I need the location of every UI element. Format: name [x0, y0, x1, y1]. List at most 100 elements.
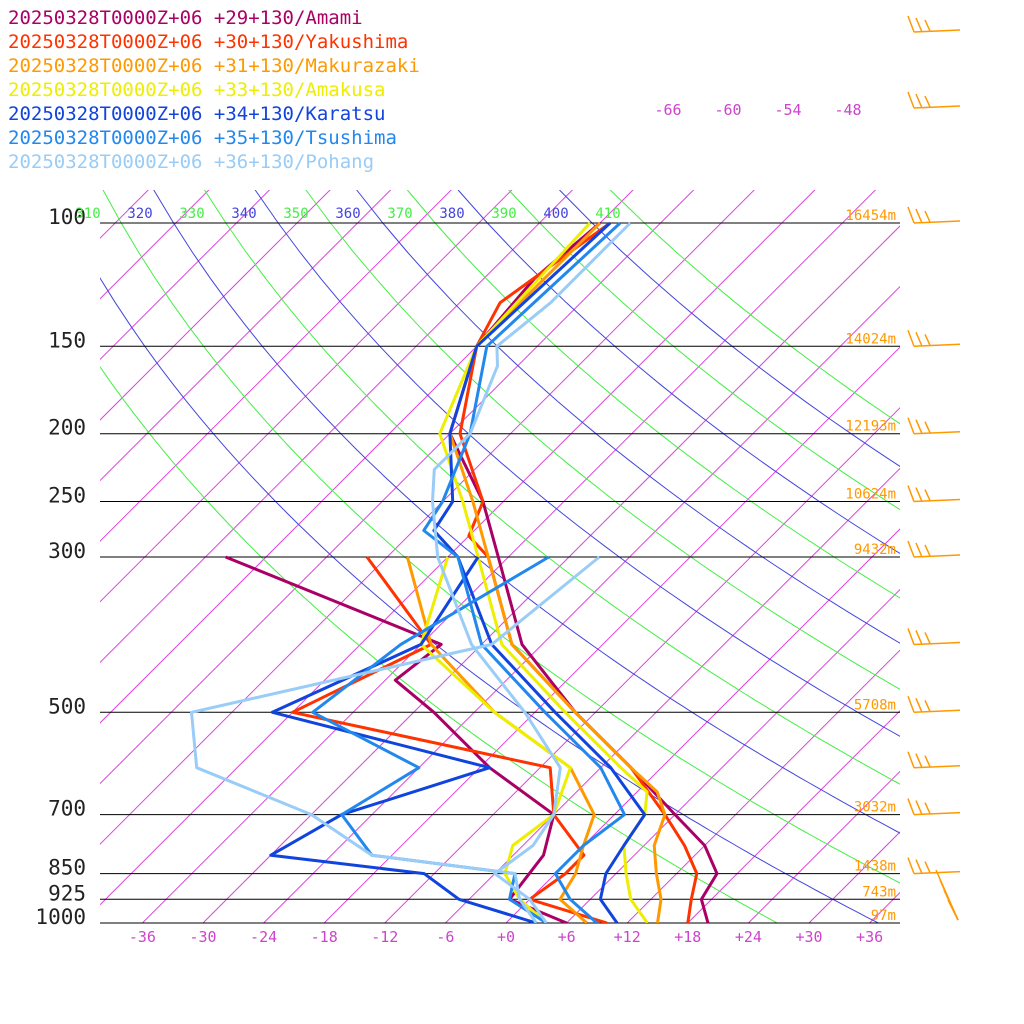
wind-barb-flag: [907, 628, 915, 645]
height-label: 743m: [862, 884, 896, 900]
height-label: 16454m: [845, 208, 896, 224]
wind-barb-flag: [924, 699, 931, 712]
wind-barb: [935, 869, 959, 921]
wind-barb-flag: [915, 17, 923, 33]
wind-barb-flag: [924, 802, 931, 814]
pressure-label: 300: [48, 539, 86, 563]
theta-label: 350: [283, 206, 308, 222]
wind-barb-flag: [915, 800, 923, 815]
dry-adiabat: [457, 190, 900, 555]
wind-barb-flag: [915, 208, 923, 224]
temperature-tick-label: -12: [371, 928, 398, 946]
isotherm-line: [100, 190, 816, 906]
isotherm-line: [100, 190, 392, 482]
dry-adiabat: [609, 190, 900, 425]
isotherm-line: [808, 831, 900, 923]
upper-temperature-label: -48: [834, 101, 861, 119]
legend-entry: 20250328T0000Z+06 +33+130/Amakusa: [8, 79, 386, 101]
isotherm-line: [100, 190, 574, 664]
dry-adiabat: [558, 190, 900, 467]
wind-barbs: [907, 15, 961, 921]
isotherm-line: [930, 12, 1024, 923]
dry-adiabat: [356, 190, 900, 644]
pressure-label: 925: [48, 881, 86, 905]
temperature-profile: [438, 221, 649, 923]
isobars: [100, 222, 900, 924]
wind-barb-flag: [907, 857, 915, 874]
wind-barb: [907, 798, 961, 816]
height-label: 10624m: [845, 487, 896, 503]
isotherm-line: [100, 190, 634, 724]
theta-label: 400: [543, 206, 568, 222]
theta-label: 410: [595, 206, 620, 222]
theta-label: 360: [335, 206, 360, 222]
wind-barb-flag: [915, 331, 923, 347]
wind-barb-flag: [915, 859, 923, 874]
wind-barb-flag: [907, 540, 915, 558]
wind-barb-flag: [915, 697, 923, 713]
wind-barb: [907, 15, 961, 33]
temperature-tick-label: +0: [497, 928, 515, 946]
height-label: 1438m: [854, 859, 896, 875]
sounding-series: [269, 221, 647, 923]
pressure-label: 250: [48, 484, 86, 508]
wind-barb-flag: [924, 861, 931, 873]
dry-adiabat: [204, 190, 900, 785]
height-label: 14024m: [845, 331, 896, 347]
temperature-profile: [448, 221, 667, 923]
pressure-label: 150: [48, 328, 86, 352]
isotherm-line: [991, 12, 1024, 923]
height-label: 3032m: [854, 800, 896, 816]
pressure-label: 1000: [35, 905, 86, 929]
temperature-profile: [422, 221, 626, 923]
wind-barb-flag: [907, 798, 915, 815]
temperature-tick-label: +24: [735, 928, 762, 946]
height-label: 97m: [871, 908, 896, 924]
wind-barb: [907, 540, 961, 558]
pressure-label: 500: [48, 694, 86, 718]
legend: 20250328T0000Z+06 +29+130/Amami 20250328T…: [8, 7, 420, 173]
theta-label: 330: [179, 206, 204, 222]
isotherm-line: [100, 190, 513, 603]
isotherm-line: [869, 891, 900, 923]
dry-adiabat: [153, 190, 900, 834]
wind-barb: [907, 751, 961, 769]
temperature-tick-label: +30: [795, 928, 822, 946]
dewpoint-profile: [311, 555, 550, 923]
pressure-label: 200: [48, 416, 86, 440]
legend-entry: 20250328T0000Z+06 +35+130/Tsushima: [8, 127, 397, 149]
wind-barb-flag: [924, 632, 931, 644]
isotherm-line: [687, 710, 900, 923]
theta-label: 340: [231, 206, 256, 222]
upper-temperature-label: -54: [774, 101, 801, 119]
temperature-tick-label: +6: [558, 928, 576, 946]
wind-barb-flag: [924, 19, 931, 32]
height-label: 9432m: [854, 542, 896, 558]
legend-entry: 20250328T0000Z+06 +36+130/Pohang: [8, 151, 374, 173]
legend-entry: 20250328T0000Z+06 +31+130/Makurazaki: [8, 55, 420, 77]
height-label: 12193m: [845, 419, 896, 435]
legend-entry: 20250328T0000Z+06 +29+130/Amami: [8, 7, 363, 29]
wind-barb-flag: [907, 751, 915, 768]
dewpoint-profile: [269, 556, 537, 923]
temperature-tick-label: -24: [250, 928, 277, 946]
wind-barb-flag: [907, 15, 915, 33]
wind-barb-flag: [924, 489, 931, 501]
theta-label: 310: [75, 206, 100, 222]
wind-barb: [907, 91, 961, 109]
dry-adiabat: [100, 366, 778, 923]
isotherm-line: [100, 190, 755, 845]
isotherm-line: [445, 467, 900, 923]
isotherm-line: [100, 190, 452, 542]
wind-barb-flag: [915, 93, 923, 109]
wind-barb-flag: [915, 753, 923, 769]
theta-label: 390: [491, 206, 516, 222]
temperature-tick-label: -36: [129, 928, 156, 946]
wind-barb-flag: [915, 542, 923, 558]
legend-entry: 20250328T0000Z+06 +34+130/Karatsu: [8, 103, 386, 125]
wind-barb: [907, 696, 961, 714]
wind-barb: [907, 330, 961, 348]
wind-barb-flag: [915, 630, 923, 645]
wind-barb: [907, 857, 961, 875]
